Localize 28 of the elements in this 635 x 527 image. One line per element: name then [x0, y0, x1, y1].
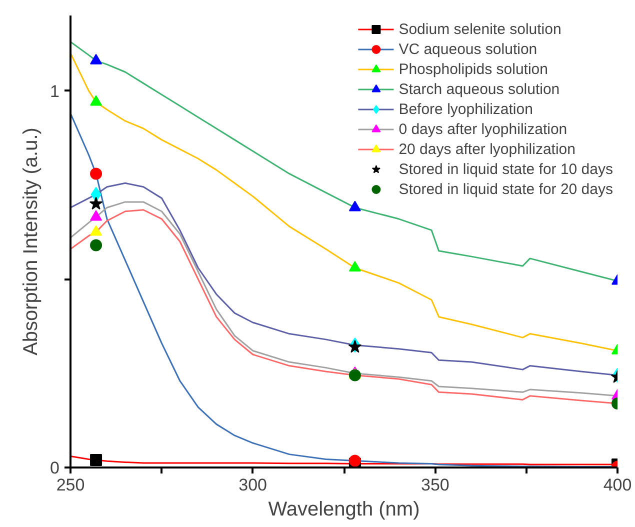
point	[348, 369, 361, 382]
point	[90, 239, 102, 252]
point	[90, 54, 102, 64]
legend-label: VC aqueous solution	[398, 40, 538, 58]
legend-label: Phospholipids solution	[398, 60, 548, 78]
y-tick-label: 0	[50, 458, 60, 478]
point	[90, 95, 102, 106]
x-tick-label: 250	[56, 476, 85, 494]
x-tick-label: 300	[238, 476, 268, 494]
point	[89, 196, 103, 210]
legend-label: 0 days after lyophilization	[398, 120, 568, 138]
point	[348, 200, 361, 212]
point	[90, 225, 102, 236]
x-tick-label: 350	[420, 476, 450, 494]
legend-label: Stored in liquid state for 20 days	[398, 180, 613, 198]
legend-label: 20 days after lyophilization	[398, 140, 576, 158]
point	[348, 261, 361, 272]
legend-label: Before lyophilization	[398, 100, 533, 118]
point	[90, 168, 102, 180]
legend-label: Stored in liquid state for 10 days	[398, 160, 613, 178]
y-tick-label: 1	[50, 82, 60, 101]
point	[348, 454, 361, 467]
legend-label: Sodium selenite solution	[398, 20, 562, 38]
legend-label: Starch aqueous solution	[398, 80, 560, 98]
y-axis-title: Absorption Intensity (a.u.)	[20, 128, 42, 356]
point	[90, 454, 102, 466]
x-axis-title: Wavelength (nm)	[268, 498, 420, 520]
x-tick-label: 400	[603, 476, 632, 494]
